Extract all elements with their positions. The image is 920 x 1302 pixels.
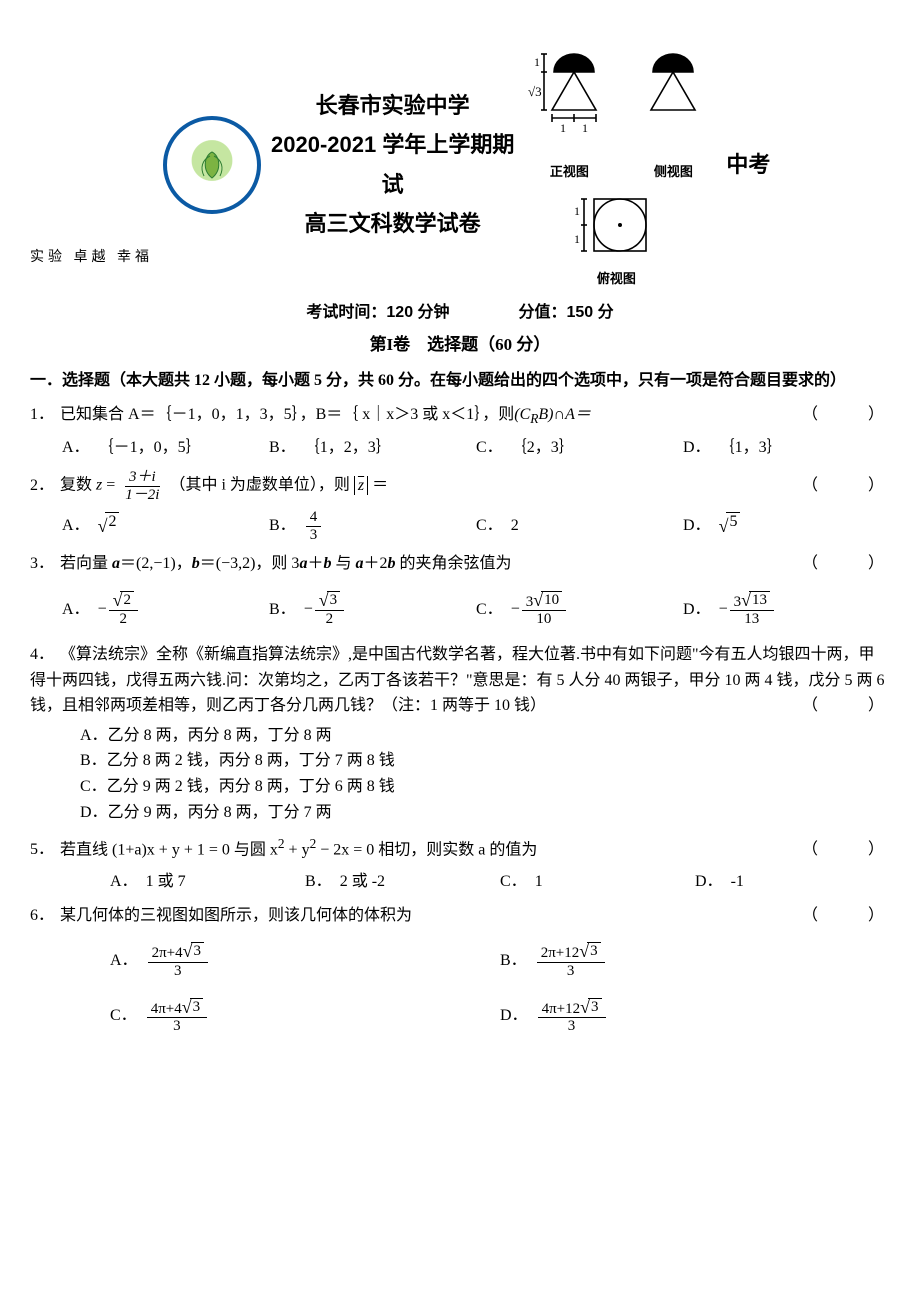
- q6-opt-a[interactable]: A． 2π+433: [110, 942, 500, 979]
- title-block: 长春市实验中学 2020-2021 学年上学期期 试 高三文科数学试卷: [271, 86, 514, 244]
- three-view-diagram: 1 √3 1 1 正视图 侧视图: [524, 40, 708, 290]
- q3-options: A． −22 B． −32 C． −31010 D． −31313: [62, 591, 890, 628]
- q5-opt-a[interactable]: A．1 或 7: [110, 869, 305, 895]
- dim-top-1b: 1: [574, 232, 580, 246]
- q4-no: 4．: [30, 642, 54, 668]
- q1-options: A．｛－1，0，5｝ B．｛1，2，3｝ C．｛2，3｝ D．｛1，3｝: [62, 435, 890, 461]
- q4-options: A．乙分 8 两，丙分 8 两，丁分 8 两 B．乙分 8 两 2 钱，丙分 8…: [80, 723, 890, 825]
- answer-paren: （ ）: [782, 551, 890, 577]
- q3-no: 3．: [30, 551, 54, 577]
- q1-no: 1．: [30, 402, 54, 428]
- dim-1b: 1: [560, 121, 566, 135]
- q1-opt-d[interactable]: D．｛1，3｝: [683, 435, 890, 461]
- q4-opt-d[interactable]: D．乙分 9 两，丙分 8 两，丁分 7 两: [80, 800, 890, 826]
- q4-opt-c[interactable]: C．乙分 9 两 2 钱，丙分 8 两，丁分 6 两 8 钱: [80, 774, 890, 800]
- dim-top-1a: 1: [574, 204, 580, 218]
- question-2: 2． 复数 z = 3＋i1－2i （其中 i 为虚数单位），则 z ＝ （ ）…: [30, 469, 890, 543]
- q1-opt-c[interactable]: C．｛2，3｝: [476, 435, 683, 461]
- q2-opt-d[interactable]: D．5: [683, 509, 890, 543]
- exam-meta: 考试时间：120 分钟 分值：150 分: [30, 300, 890, 326]
- q6-options-row1: A． 2π+433 B． 2π+1233: [110, 942, 890, 979]
- q2-options: A．2 B．43 C．2 D．5: [62, 509, 890, 543]
- answer-paren: （ ）: [782, 837, 890, 863]
- q1-opt-a[interactable]: A．｛－1，0，5｝: [62, 435, 269, 461]
- title-line-3: 试: [271, 165, 514, 205]
- q3-text: 若向量 a＝(2,−1)，b＝(−3,2)，则 3a＋b 与 a＋2b 的夹角余…: [60, 551, 511, 577]
- title-line-1: 长春市实验中学: [271, 86, 514, 126]
- q5-options: A．1 或 7 B．2 或 -2 C．1 D．-1: [110, 869, 890, 895]
- q4-opt-a[interactable]: A．乙分 8 两，丙分 8 两，丁分 8 两: [80, 723, 890, 749]
- q5-opt-b[interactable]: B．2 或 -2: [305, 869, 500, 895]
- school-logo: [163, 116, 261, 214]
- top-view-label: 俯视图: [566, 269, 666, 290]
- q2-opt-b[interactable]: B．43: [269, 509, 476, 543]
- logo-inner-icon: [192, 150, 232, 180]
- time-value: 120 分钟: [386, 304, 449, 321]
- question-5: 5． 若直线 (1+a)x + y + 1 = 0 与圆 x2 + y2 − 2…: [30, 833, 890, 895]
- school-motto: 实验 卓越 幸福: [30, 247, 153, 269]
- zhongkao-label: 中考: [726, 147, 770, 182]
- q1-opt-b[interactable]: B．｛1，2，3｝: [269, 435, 476, 461]
- q6-no: 6．: [30, 903, 54, 929]
- q4-text: 《算法统宗》全称《新编直指算法统宗》,是中国古代数学名著，程大位著.书中有如下问…: [30, 646, 885, 714]
- side-view-label: 侧视图: [638, 162, 708, 183]
- q3-opt-b[interactable]: B． −32: [269, 591, 476, 628]
- side-view: 侧视图: [638, 40, 708, 183]
- q3-opt-a[interactable]: A． −22: [62, 591, 269, 628]
- answer-paren: （ ）: [782, 693, 890, 719]
- question-4: 4． 《算法统宗》全称《新编直指算法统宗》,是中国古代数学名著，程大位著.书中有…: [30, 642, 890, 825]
- q5-no: 5．: [30, 837, 54, 863]
- q2-opt-a[interactable]: A．2: [62, 509, 269, 543]
- answer-paren: （ ）: [782, 473, 890, 499]
- q4-opt-b[interactable]: B．乙分 8 两 2 钱，丙分 8 两，丁分 7 两 8 钱: [80, 748, 890, 774]
- q5-text: 若直线 (1+a)x + y + 1 = 0 与圆 x2 + y2 − 2x =…: [60, 833, 537, 863]
- q1-text: 已知集合 A＝｛－1，0，1，3，5｝，B＝｛ x｜x＞3 或 x＜1｝，则(C…: [60, 402, 591, 430]
- front-view-label: 正视图: [524, 162, 614, 183]
- q2-text: 复数 z = 3＋i1－2i （其中 i 为虚数单位），则 z ＝: [60, 469, 388, 503]
- q6-opt-c[interactable]: C． 4π+433: [110, 998, 500, 1035]
- q2-no: 2．: [30, 473, 54, 499]
- q6-opt-d[interactable]: D． 4π+1233: [500, 998, 890, 1035]
- dim-1a: 1: [534, 55, 540, 69]
- q6-opt-b[interactable]: B． 2π+1233: [500, 942, 890, 979]
- leaf-icon: [192, 150, 232, 180]
- question-1: 1． 已知集合 A＝｛－1，0，1，3，5｝，B＝｛ x｜x＞3 或 x＜1｝，…: [30, 402, 890, 461]
- title-line-2: 2020-2021 学年上学期期: [271, 125, 514, 165]
- q3-opt-d[interactable]: D． −31313: [683, 591, 890, 628]
- title-line-4: 高三文科数学试卷: [271, 204, 514, 244]
- q2-opt-c[interactable]: C．2: [476, 509, 683, 543]
- page-header: 实验 卓越 幸福 长春市实验中学 2020-2021 学年上学期期 试 高三文科…: [30, 40, 890, 290]
- answer-paren: （ ）: [782, 402, 890, 428]
- score-value: 150 分: [566, 304, 613, 321]
- answer-paren: （ ）: [782, 903, 890, 929]
- q5-opt-d[interactable]: D．-1: [695, 869, 890, 895]
- section-1-instruction: 一．选择题（本大题共 12 小题，每小题 5 分，共 60 分。在每小题给出的四…: [30, 368, 890, 394]
- top-view: 1 1 俯视图: [566, 187, 666, 290]
- q5-opt-c[interactable]: C．1: [500, 869, 695, 895]
- dim-1c: 1: [582, 121, 588, 135]
- time-label: 考试时间：: [306, 304, 386, 321]
- q6-text: 某几何体的三视图如图所示，则该几何体的体积为: [60, 903, 412, 929]
- section-1-title: 第I卷 选择题（60 分）: [30, 331, 890, 358]
- question-6: 6． 某几何体的三视图如图所示，则该几何体的体积为 （ ） A． 2π+433 …: [30, 903, 890, 1035]
- front-view: 1 √3 1 1 正视图: [524, 40, 614, 183]
- q6-options-row2: C． 4π+433 D． 4π+1233: [110, 998, 890, 1035]
- dim-sqrt3: √3: [528, 84, 542, 99]
- q3-opt-c[interactable]: C． −31010: [476, 591, 683, 628]
- question-3: 3． 若向量 a＝(2,−1)，b＝(−3,2)，则 3a＋b 与 a＋2b 的…: [30, 551, 890, 628]
- score-label: 分值：: [518, 304, 566, 321]
